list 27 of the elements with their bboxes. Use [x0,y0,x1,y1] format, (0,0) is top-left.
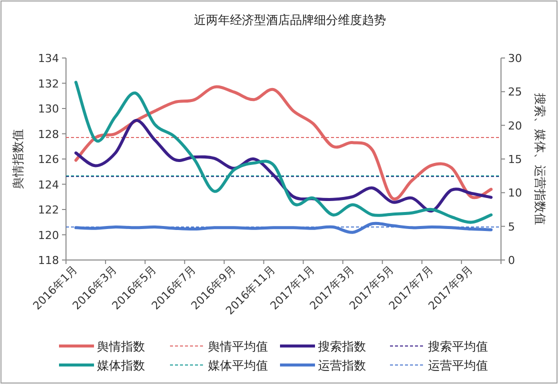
y-axis-title: 舆情指数值 [11,129,25,189]
y2-tick-label: 30 [508,52,522,65]
y2-tick-label: 10 [508,186,522,200]
y-tick-label: 130 [38,102,59,116]
legend-label: 搜索平均值 [428,340,488,354]
legend-label: 搜索指数 [318,340,366,354]
y-tick-label: 132 [38,77,59,90]
y-tick-label: 134 [38,52,59,65]
legend-label: 舆情指数 [97,340,145,354]
legend-label: 舆情平均值 [208,340,268,354]
legend-label: 运营平均值 [428,358,488,372]
y2-tick-label: 25 [508,86,522,99]
y2-tick-label: 15 [508,153,522,166]
y-tick-label: 124 [38,178,59,192]
chart-title: 近两年经济型酒店品牌细分维度趋势 [194,13,386,27]
y2-tick-label: 5 [508,220,515,234]
legend-label: 媒体指数 [97,358,145,372]
legend-label: 媒体平均值 [208,358,268,372]
y2-tick-label: 0 [508,254,515,267]
y2-tick-label: 20 [508,119,522,132]
y-tick-label: 122 [38,204,59,216]
y-tick-label: 128 [38,128,59,141]
legend-label: 运营指数 [318,358,366,372]
y-tick-label: 120 [38,228,59,242]
y-tick-label: 118 [38,254,59,267]
y2-axis-title: 搜索、媒体、运营指数值 [533,93,547,225]
y-tick-label: 126 [38,153,59,166]
